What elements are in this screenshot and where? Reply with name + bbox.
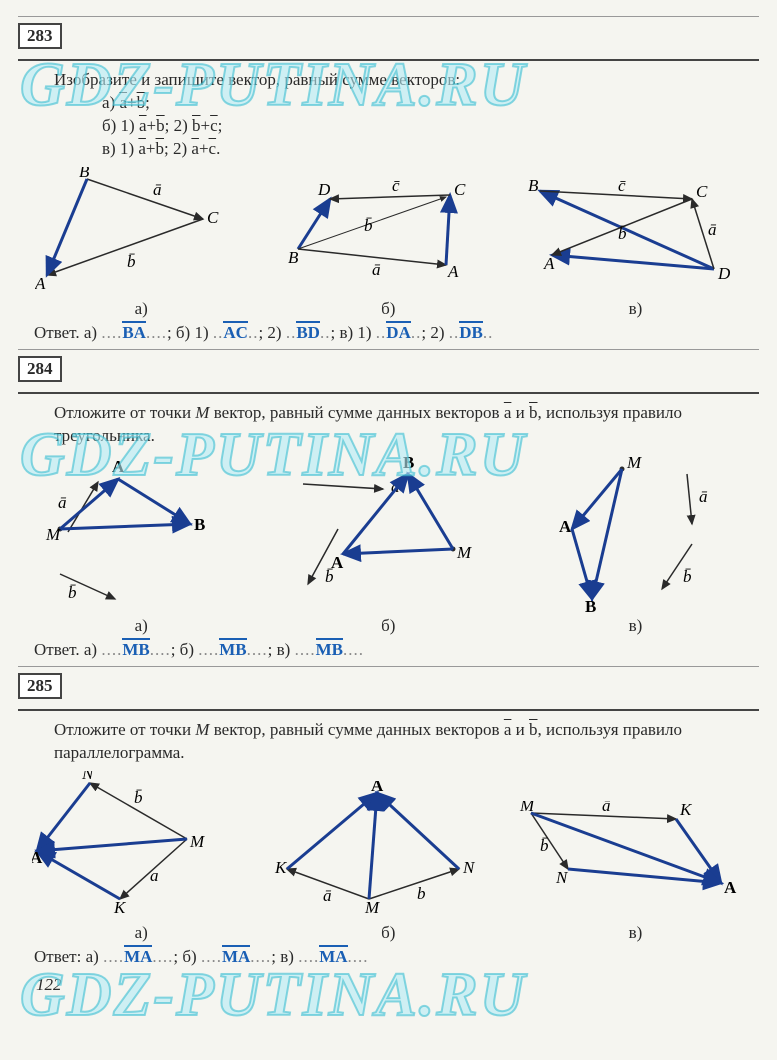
svg-text:b̄: b̄: [68, 583, 77, 602]
diagram-285a: M N K A b̄ a: [32, 771, 242, 921]
diagram-284b: ā b̄ M A B: [283, 454, 493, 614]
svg-text:C: C: [696, 182, 708, 201]
task-number-285: 285: [18, 673, 62, 699]
diagram-row-283: B C A ā b̄ A B C D ā b̄ c̄ A B C D ā b̄ …: [18, 167, 759, 297]
svg-text:ā: ā: [708, 220, 717, 239]
svg-text:A: A: [543, 254, 555, 273]
divider: [18, 16, 759, 17]
svg-text:B: B: [403, 454, 414, 472]
svg-text:B: B: [585, 597, 596, 614]
svg-text:c̄: c̄: [618, 177, 627, 195]
svg-text:A: A: [559, 517, 572, 536]
diagram-284c: ā b̄ M A B: [537, 454, 737, 614]
diagram-283a: B C A ā b̄: [35, 167, 235, 297]
svg-text:b̄: b̄: [127, 252, 136, 271]
svg-text:C: C: [454, 180, 466, 199]
svg-text:D: D: [717, 264, 731, 283]
diagram-row-285: M N K A b̄ a M K N A ā b M K N A ā b̄: [18, 771, 759, 921]
svg-text:ā: ā: [372, 260, 381, 279]
svg-text:A: A: [32, 848, 43, 867]
svg-text:b̄: b̄: [618, 224, 627, 243]
svg-text:C: C: [207, 208, 219, 227]
svg-text:B: B: [79, 167, 90, 181]
svg-text:D: D: [317, 180, 331, 199]
task-number-284: 284: [18, 356, 62, 382]
task-prompt-285: Отложите от точки M вектор, равный сумме…: [54, 719, 759, 765]
svg-text:M: M: [45, 525, 61, 544]
diagram-285b: M K N A ā b: [269, 781, 489, 921]
svg-text:M: M: [189, 832, 205, 851]
svg-text:K: K: [113, 898, 127, 917]
svg-text:K: K: [274, 858, 288, 877]
svg-text:M: M: [626, 454, 642, 472]
svg-text:b: b: [417, 884, 426, 903]
svg-text:b̄: b̄: [364, 216, 373, 235]
svg-text:ā: ā: [602, 801, 611, 815]
svg-text:B: B: [194, 515, 205, 534]
diagram-labels-284: а) б) в): [18, 616, 759, 636]
svg-text:M: M: [456, 543, 472, 562]
svg-text:A: A: [35, 274, 46, 293]
svg-text:N: N: [81, 771, 95, 783]
svg-text:a: a: [150, 866, 159, 885]
svg-text:K: K: [679, 801, 693, 819]
svg-text:N: N: [555, 868, 569, 887]
svg-text:A: A: [447, 262, 459, 281]
diagram-row-284: ā b̄ M A B ā b̄ M A B ā b̄ M A B: [18, 454, 759, 614]
task-prompt-284: Отложите от точки M вектор, равный сумме…: [54, 402, 759, 448]
svg-text:b̄: b̄: [683, 567, 692, 586]
svg-text:A: A: [724, 878, 737, 897]
svg-text:ā: ā: [323, 886, 332, 905]
divider: [18, 59, 759, 61]
answer-285: Ответ: а) ....MA....; б) ....MA....; в) …: [34, 947, 759, 967]
answer-284: Ответ. а) ....MB....; б) ....MB....; в) …: [34, 640, 759, 660]
svg-text:A: A: [371, 781, 384, 795]
svg-text:M: M: [519, 801, 535, 815]
page-number: 122: [36, 975, 759, 995]
svg-text:c̄: c̄: [392, 177, 401, 195]
divider: [18, 392, 759, 394]
diagram-283b: A B C D ā b̄ c̄: [268, 177, 488, 297]
svg-text:b̄: b̄: [540, 836, 549, 855]
diagram-labels-283: а) б) в): [18, 299, 759, 319]
task-number-283: 283: [18, 23, 62, 49]
diagram-283c: A B C D ā b̄ c̄: [522, 177, 742, 297]
svg-text:ā: ā: [153, 180, 162, 199]
svg-text:A: A: [112, 457, 125, 476]
watermark: GDZ-PUTINA.RU: [20, 960, 526, 1031]
task-prompt-283: Изобразите и запишите вектор, равный сум…: [54, 69, 759, 161]
diagram-285c: M K N A ā b̄: [516, 801, 746, 921]
svg-text:A: A: [331, 553, 344, 572]
svg-text:B: B: [288, 248, 299, 267]
svg-text:b̄: b̄: [134, 788, 143, 807]
svg-text:M: M: [364, 898, 380, 917]
divider: [18, 666, 759, 667]
diagram-labels-285: а) б) в): [18, 923, 759, 943]
svg-text:ā: ā: [699, 487, 708, 506]
svg-text:N: N: [462, 858, 476, 877]
diagram-284a: ā b̄ M A B: [40, 454, 240, 614]
svg-text:ā: ā: [58, 493, 67, 512]
divider: [18, 709, 759, 711]
divider: [18, 349, 759, 350]
svg-text:B: B: [528, 177, 539, 195]
answer-283: Ответ. а) ....BA....; б) 1) ..AC..; 2) .…: [34, 323, 759, 343]
